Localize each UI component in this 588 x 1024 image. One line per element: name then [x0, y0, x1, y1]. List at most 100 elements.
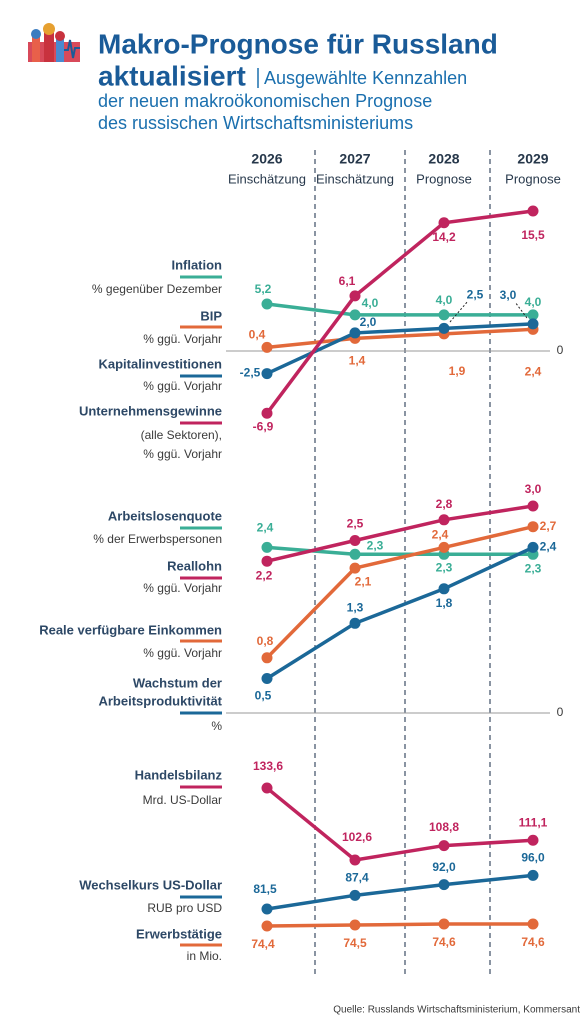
- value-label: 2,5: [347, 517, 364, 531]
- column-year: 2026: [251, 151, 282, 167]
- value-label: 0,8: [257, 634, 274, 648]
- subtitle: des russischen Wirtschaftsministeriums: [98, 113, 413, 133]
- data-point: [438, 322, 450, 334]
- data-point: [527, 541, 539, 553]
- value-label: 133,6: [253, 759, 283, 773]
- value-label: 1,4: [349, 354, 366, 368]
- value-label: 2,3: [367, 538, 384, 552]
- data-point: [438, 879, 450, 891]
- value-label: 111,1: [519, 815, 548, 829]
- legend-unit: %: [211, 719, 222, 733]
- value-label: 4,0: [436, 293, 453, 307]
- value-label: 1,9: [449, 364, 466, 378]
- data-point: [438, 840, 450, 852]
- legend-unit: % ggü. Vorjahr: [143, 379, 222, 393]
- data-point: [527, 318, 539, 330]
- data-point: [438, 514, 450, 526]
- value-label: 5,2: [255, 282, 272, 296]
- column-note: Prognose: [505, 171, 561, 186]
- column-dividers: [314, 150, 491, 975]
- value-label: 1,8: [436, 596, 453, 610]
- data-point: [349, 327, 361, 339]
- y-tick-label: 0: [557, 343, 564, 357]
- value-label: 2,4: [525, 364, 542, 378]
- legend-unit: % ggü. Vorjahr: [143, 447, 222, 461]
- value-label: 2,1: [355, 574, 372, 588]
- column-year: 2027: [339, 151, 370, 167]
- value-label: 74,6: [432, 935, 456, 949]
- value-label: 2,4: [432, 528, 449, 542]
- data-point: [261, 298, 273, 310]
- value-label: 4,0: [362, 296, 379, 310]
- value-label: 2,5: [467, 288, 484, 302]
- value-label: 108,8: [429, 820, 459, 834]
- data-point: [261, 920, 273, 932]
- data-point: [261, 673, 273, 684]
- value-label: 102,6: [342, 830, 372, 844]
- data-point: [261, 341, 273, 353]
- value-label: 3,0: [525, 482, 542, 496]
- legend-label: Arbeitsproduktivität: [98, 693, 222, 708]
- series-line: [266, 873, 534, 911]
- legend-label: Handelsbilanz: [135, 767, 223, 782]
- value-label: 0,5: [255, 689, 272, 703]
- legend-unit: RUB pro USD: [147, 901, 222, 915]
- value-label: 2,2: [256, 568, 273, 582]
- legend-unit: % der Erwerbspersonen: [93, 532, 222, 546]
- y-tick-label: 0: [557, 705, 564, 719]
- data-point: [349, 548, 361, 560]
- data-point: [527, 918, 539, 930]
- value-label: 14,2: [432, 230, 456, 244]
- source: Quelle: Russlands Wirtschaftsministerium…: [333, 1005, 580, 1016]
- data-point: [261, 903, 273, 915]
- data-point: [349, 854, 361, 866]
- value-label: 4,0: [525, 295, 542, 309]
- data-point: [349, 535, 361, 546]
- value-label: 81,5: [253, 882, 277, 896]
- legend-label: Reale verfügbare Einkommen: [39, 622, 222, 637]
- data-point: [438, 583, 450, 595]
- data-point: [438, 918, 450, 930]
- data-point: [261, 368, 273, 380]
- data-point: [527, 500, 539, 512]
- value-label: 2,8: [436, 497, 453, 511]
- data-point: [527, 834, 539, 846]
- data-point: [349, 919, 361, 931]
- value-label: 3,0: [500, 288, 517, 302]
- data-point: [527, 309, 539, 321]
- leader-line: [449, 300, 469, 323]
- legend-unit: % ggü. Vorjahr: [143, 646, 222, 660]
- data-point: [349, 617, 361, 629]
- legend-unit: % ggü. Vorjahr: [143, 332, 222, 346]
- data-point: [349, 889, 361, 901]
- column-year: 2029: [517, 151, 548, 167]
- value-label: -6,9: [253, 419, 274, 433]
- value-label: 15,5: [521, 228, 545, 242]
- legend-label: Kapitalinvestitionen: [98, 356, 222, 371]
- data-point: [261, 555, 273, 567]
- legend-unit: Mrd. US-Dollar: [143, 793, 222, 807]
- series-line: [266, 327, 534, 350]
- value-label: -2,5: [240, 366, 261, 380]
- legend-label: Erwerbstätige: [136, 926, 222, 941]
- data-point: [527, 205, 539, 217]
- data-point: [438, 309, 450, 321]
- column-year: 2028: [428, 151, 459, 167]
- value-label: 2,3: [436, 560, 453, 574]
- data-point: [261, 782, 273, 794]
- legend-label: Arbeitslosenquote: [108, 508, 222, 523]
- subtitle: der neuen makroökonomischen Prognose: [98, 91, 432, 111]
- column-note: Einschätzung: [316, 171, 394, 186]
- legend-label: Wechselkurs US-Dollar: [79, 877, 222, 892]
- value-label: 87,4: [345, 871, 369, 885]
- title-line-2: aktualisiert: [98, 60, 246, 91]
- series-line: [266, 504, 534, 563]
- data-point: [261, 541, 273, 553]
- legend-unit: % gegenüber Dezember: [92, 282, 222, 296]
- data-point: [349, 309, 361, 321]
- data-point: [438, 541, 450, 553]
- value-label: 6,1: [339, 274, 356, 288]
- value-label: 74,6: [521, 935, 545, 949]
- series-line: [265, 209, 534, 415]
